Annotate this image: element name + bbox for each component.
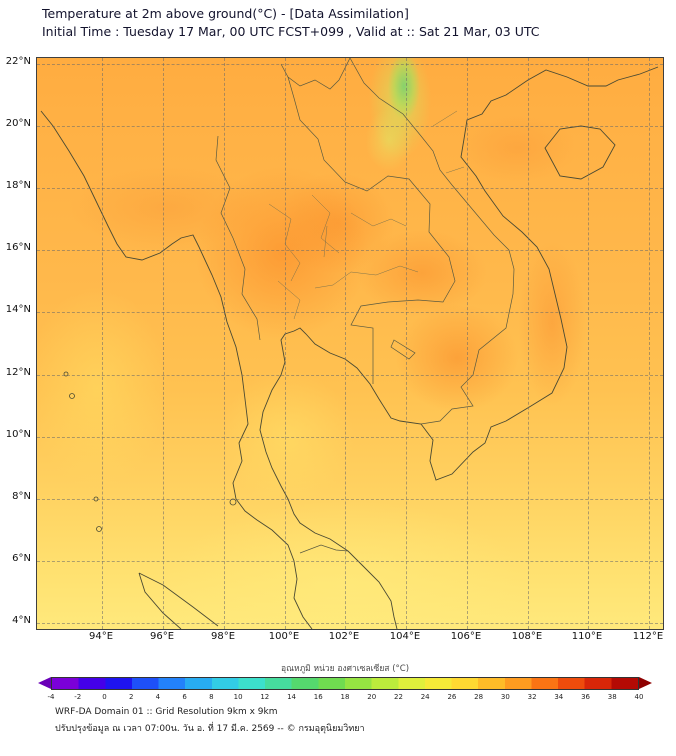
- colorbar-gradient: [51, 677, 639, 690]
- gridline-horizontal: [37, 64, 663, 65]
- colorbar-title: อุณหภูมิ หน่วย องศาเซลเซียส (°C): [280, 664, 410, 674]
- gridline-horizontal: [37, 250, 663, 251]
- gridline-vertical: [588, 58, 589, 629]
- lon-tick-label: 100°E: [268, 631, 300, 642]
- coastline-borders-layer: [40, 58, 659, 629]
- tonle-sap-lake: [390, 339, 416, 360]
- province-borders: [268, 110, 465, 320]
- gridline-horizontal: [37, 623, 663, 624]
- hainan-island: [544, 125, 616, 180]
- footer-update-info: ปรับปรุงข้อมูล ณ เวลา 07:00น. วัน อ. ที่…: [55, 724, 365, 734]
- lon-tick-label: 112°E: [632, 631, 664, 642]
- colorbar-tick-label: -4: [47, 693, 55, 701]
- footer-model-info: WRF-DA Domain 01 :: Grid Resolution 9km …: [55, 707, 278, 717]
- colorbar-tick-label: 2: [128, 693, 134, 701]
- small-islands: [63, 371, 237, 532]
- gridline-vertical: [467, 58, 468, 629]
- lon-axis: 94°E 96°E 98°E 100°E 102°E 104°E 106°E 108°E 110…: [36, 631, 663, 645]
- border-malaysia-thailand: [299, 544, 349, 554]
- gridline-horizontal: [37, 561, 663, 562]
- gridline-horizontal: [37, 126, 663, 127]
- lat-tick-label: 4°N: [12, 615, 31, 626]
- colorbar-tick-label: 16: [313, 693, 323, 701]
- map-canvas: [36, 57, 664, 630]
- gridline-horizontal: [37, 375, 663, 376]
- island: [69, 393, 75, 399]
- colorbar-tick-label: 34: [554, 693, 564, 701]
- colorbar-ticks: -4 -2 0 2 4 6 8 10 12 14 16 18 20 22 24 26 28 30 32 34 36 38 4…: [47, 693, 644, 703]
- lat-tick-label: 20°N: [5, 118, 31, 129]
- lon-tick-label: 102°E: [328, 631, 360, 642]
- gridline-vertical: [406, 58, 407, 629]
- colorbar-tick-label: 36: [581, 693, 590, 701]
- lat-axis: 22°N 20°N 18°N 16°N 14°N 12°N 10°N 8°N 6°N 4°N: [0, 56, 33, 628]
- island: [96, 526, 102, 532]
- colorbar-tick-label: 8: [209, 693, 214, 701]
- sumatra-coastline: [138, 572, 219, 629]
- colorbar-tick-label: 4: [155, 693, 161, 701]
- lat-tick-label: 12°N: [5, 367, 31, 378]
- colorbar-overflow-arrow: [639, 677, 652, 689]
- border-myanmar-thailand: [215, 135, 261, 341]
- colorbar-tick-label: 18: [340, 693, 350, 701]
- gridline-vertical: [285, 58, 286, 629]
- lon-tick-label: 96°E: [149, 631, 175, 642]
- gridline-horizontal: [37, 312, 663, 313]
- colorbar: [38, 677, 652, 690]
- gridline-horizontal: [37, 499, 663, 500]
- page-title: Temperature at 2m above ground(°C) - [Da…: [42, 6, 409, 21]
- colorbar-tick-label: -2: [74, 693, 82, 701]
- lat-tick-label: 18°N: [5, 180, 31, 191]
- gridline-vertical: [163, 58, 164, 629]
- lon-tick-label: 106°E: [450, 631, 482, 642]
- lat-tick-label: 22°N: [5, 56, 31, 67]
- lat-tick-label: 6°N: [12, 553, 31, 564]
- colorbar-tick-label: 32: [527, 693, 537, 701]
- coastline-east: [259, 66, 659, 629]
- colorbar-tick-label: 12: [260, 693, 270, 701]
- gridline-horizontal: [37, 188, 663, 189]
- colorbar-tick-label: 40: [634, 693, 644, 701]
- lat-tick-label: 14°N: [5, 304, 31, 315]
- colorbar-tick-label: 22: [393, 693, 403, 701]
- lon-tick-label: 108°E: [511, 631, 543, 642]
- lat-tick-label: 16°N: [5, 242, 31, 253]
- lon-tick-label: 98°E: [210, 631, 236, 642]
- border-thailand-laos-cambodia: [287, 76, 456, 384]
- border-china: [280, 58, 351, 90]
- colorbar-tick-label: 6: [182, 693, 187, 701]
- colorbar-tick-label: 26: [447, 693, 457, 701]
- colorbar-tick-label: 20: [367, 693, 377, 701]
- colorbar-tick-label: 38: [607, 693, 617, 701]
- lat-tick-label: 10°N: [5, 429, 31, 440]
- lon-tick-label: 104°E: [389, 631, 421, 642]
- lon-tick-label: 110°E: [571, 631, 603, 642]
- gridline-vertical: [224, 58, 225, 629]
- lon-tick-label: 94°E: [88, 631, 114, 642]
- lat-tick-label: 8°N: [12, 491, 31, 502]
- coastline-west: [40, 110, 313, 629]
- colorbar-underflow-arrow: [38, 677, 51, 689]
- gridline-vertical: [345, 58, 346, 629]
- colorbar-tick-label: 24: [420, 693, 430, 701]
- gridline-vertical: [528, 58, 529, 629]
- gridline-vertical: [649, 58, 650, 629]
- colorbar-tick-label: 10: [233, 693, 243, 701]
- border-laos-vietnam-cambodia: [349, 58, 515, 425]
- island: [63, 371, 69, 377]
- colorbar-tick-label: 30: [500, 693, 510, 701]
- colorbar-tick-label: 14: [287, 693, 296, 701]
- colorbar-tick-label: 0: [102, 693, 107, 701]
- colorbar-tick-label: 28: [474, 693, 484, 701]
- page-subtitle: Initial Time : Tuesday 17 Mar, 00 UTC FC…: [42, 24, 540, 39]
- gridline-vertical: [102, 58, 103, 629]
- gridline-horizontal: [37, 437, 663, 438]
